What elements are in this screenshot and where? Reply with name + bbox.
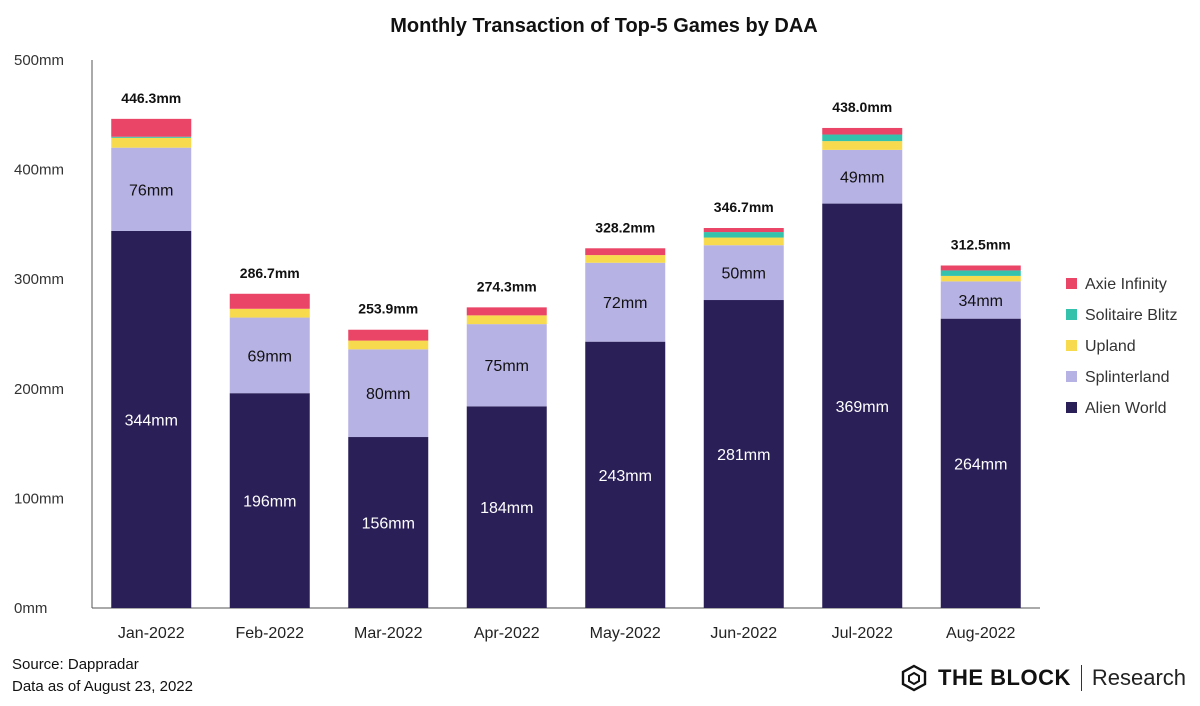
segment-label: 76mm — [129, 182, 173, 199]
total-label: 286.7mm — [240, 265, 300, 281]
legend-label: Solitaire Blitz — [1085, 307, 1177, 324]
segment-label: 243mm — [599, 468, 652, 485]
y-tick-label: 100mm — [14, 490, 64, 507]
bar-segment-solitaire-blitz — [703, 232, 784, 238]
bar-segment-upland — [703, 237, 784, 246]
total-label: 274.3mm — [477, 278, 537, 294]
bar-segment-axie-infinity — [111, 118, 192, 137]
brand-sub: Research — [1091, 665, 1186, 690]
bar-segment-solitaire-blitz — [822, 134, 903, 142]
bar-segment-solitaire-blitz — [111, 136, 192, 138]
bars: 344mm 76mm 446.3mm 196mm 69mm 286.7mm 156mm 80m… — [111, 90, 1021, 609]
segment-label: 196mm — [243, 494, 296, 511]
bar-segment-alien-world — [229, 393, 310, 608]
segment-label: 50mm — [722, 266, 766, 283]
bar-segment-axie-infinity — [703, 228, 784, 233]
bar-segment-axie-infinity — [940, 265, 1021, 271]
legend-swatch — [1066, 402, 1077, 413]
bar-segment-alien-world — [940, 318, 1021, 608]
y-tick-label: 200mm — [14, 381, 64, 398]
bar-segment-upland — [585, 255, 666, 263]
bar-segment-alien-world — [585, 341, 666, 608]
x-tick-label: Aug-2022 — [946, 625, 1015, 642]
bar-segment-splinterland — [348, 349, 429, 438]
bar-segment-splinterland — [111, 147, 192, 231]
x-tick-label: May-2022 — [590, 625, 661, 642]
x-tick-label: Feb-2022 — [236, 625, 305, 642]
segment-label: 344mm — [125, 412, 178, 429]
segment-label: 72mm — [603, 295, 647, 312]
bar-segment-splinterland — [585, 262, 666, 342]
axes: 0mm 100mm 200mm 300mm 400mm 500mm Jan-2022 Feb-… — [14, 52, 1040, 642]
segment-label: 264mm — [954, 456, 1007, 473]
y-tick-label: 0mm — [14, 600, 47, 617]
segment-label: 369mm — [836, 399, 889, 416]
x-tick-label: Jan-2022 — [118, 625, 185, 642]
segment-label: 281mm — [717, 447, 770, 464]
y-tick-label: 400mm — [14, 162, 64, 179]
legend-label: Upland — [1085, 338, 1136, 355]
total-label: 328.2mm — [595, 219, 655, 235]
brand-logo: THE BLOCK Research — [900, 664, 1186, 692]
brand-name: THE BLOCK — [938, 665, 1071, 690]
legend-label: Splinterland — [1085, 369, 1170, 386]
bar-segment-upland — [111, 137, 192, 148]
bar-segment-axie-infinity — [822, 127, 903, 135]
legend-swatch — [1066, 309, 1077, 320]
cube-icon — [901, 664, 927, 692]
bar-segment-upland — [940, 275, 1021, 282]
bar-segment-splinterland — [466, 324, 547, 407]
total-label: 253.9mm — [358, 301, 418, 317]
legend-label: Alien World — [1085, 400, 1167, 417]
bar-segment-upland — [229, 308, 310, 318]
bar-segment-splinterland — [703, 245, 784, 301]
brand-divider — [1080, 665, 1082, 691]
x-tick-label: Jul-2022 — [832, 625, 893, 642]
legend-swatch — [1066, 278, 1077, 289]
bar-segment-alien-world — [703, 300, 784, 608]
bar-segment-axie-infinity — [466, 307, 547, 316]
chart-title: Monthly Transaction of Top-5 Games by DA… — [390, 15, 817, 37]
source-note: Source: Dappradar — [12, 656, 139, 673]
bar-segment-solitaire-blitz — [940, 270, 1021, 276]
segment-label: 75mm — [485, 358, 529, 375]
legend-swatch — [1066, 340, 1077, 351]
segment-label: 49mm — [840, 170, 884, 187]
x-tick-label: Apr-2022 — [474, 625, 540, 642]
segment-label: 69mm — [248, 348, 292, 365]
segment-label: 34mm — [959, 293, 1003, 310]
x-tick-label: Jun-2022 — [710, 625, 777, 642]
total-label: 312.5mm — [951, 237, 1011, 253]
segment-label: 80mm — [366, 386, 410, 403]
bar-segment-alien-world — [348, 437, 429, 608]
date-note: Data as of August 23, 2022 — [12, 678, 193, 695]
bar-segment-axie-infinity — [585, 248, 666, 256]
total-label: 438.0mm — [832, 99, 892, 115]
bar-segment-alien-world — [822, 203, 903, 609]
total-label: 446.3mm — [121, 90, 181, 106]
legend-label: Axie Infinity — [1085, 276, 1167, 293]
bar-segment-alien-world — [466, 406, 547, 608]
bar-segment-upland — [466, 315, 547, 325]
bar-segment-splinterland — [229, 317, 310, 394]
y-tick-label: 300mm — [14, 271, 64, 288]
legend: Axie Infinity Solitaire Blitz Upland Splint… — [1066, 276, 1177, 417]
bar-segment-splinterland — [822, 149, 903, 204]
y-tick-label: 500mm — [14, 52, 64, 69]
bar-segment-axie-infinity — [229, 293, 310, 309]
segment-label: 156mm — [362, 516, 415, 533]
legend-swatch — [1066, 371, 1077, 382]
bar-segment-splinterland — [940, 281, 1021, 319]
bar-segment-upland — [822, 141, 903, 150]
x-tick-label: Mar-2022 — [354, 625, 423, 642]
total-label: 346.7mm — [714, 199, 774, 215]
bar-segment-upland — [348, 340, 429, 350]
segment-label: 184mm — [480, 500, 533, 517]
bar-segment-alien-world — [111, 230, 192, 608]
bar-segment-axie-infinity — [348, 329, 429, 341]
